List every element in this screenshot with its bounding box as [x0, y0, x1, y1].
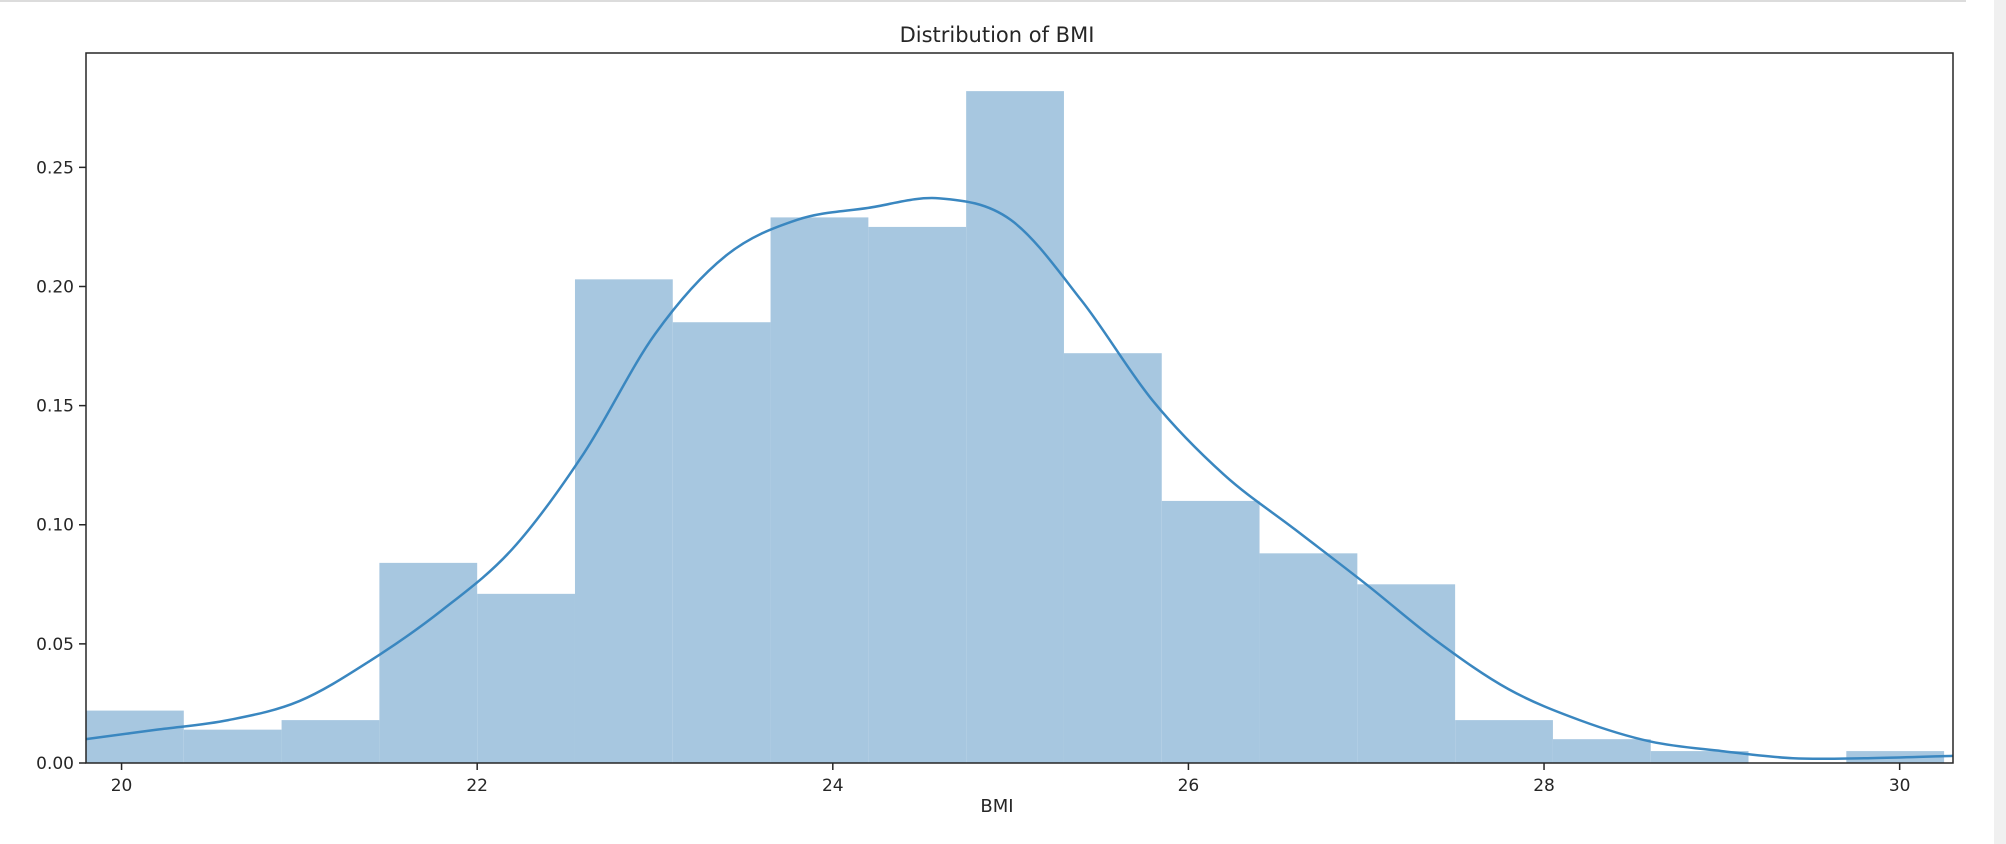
- histogram-bar: [1259, 553, 1358, 763]
- y-tick-label: 0.00: [36, 754, 74, 774]
- histogram-bar: [868, 226, 967, 764]
- x-tick-label: 26: [1178, 776, 1200, 796]
- plot-frame: [85, 52, 1954, 764]
- x-axis-ticks: 20 22 24 26 28 30: [111, 763, 1911, 796]
- histogram-bar: [1357, 584, 1456, 763]
- scrollbar-track[interactable]: [1994, 0, 2006, 844]
- histogram-bar: [1650, 751, 1749, 763]
- histogram-bars: [86, 91, 1945, 764]
- x-tick-label: 24: [822, 776, 844, 796]
- y-tick-label: 0.10: [36, 516, 74, 536]
- x-tick-label: 20: [111, 776, 133, 796]
- y-tick-label: 0.05: [36, 635, 74, 655]
- histogram-bar: [1552, 739, 1651, 763]
- histogram-bar: [1161, 500, 1260, 763]
- x-tick-label: 30: [1889, 776, 1911, 796]
- y-tick-label: 0.25: [36, 158, 74, 178]
- chart-title: Distribution of BMI: [900, 23, 1095, 47]
- histogram-bar: [672, 322, 771, 763]
- kde-curve: [85, 196, 1954, 761]
- x-axis-label: BMI: [980, 796, 1013, 817]
- x-tick-label: 22: [466, 776, 488, 796]
- top-divider: [0, 0, 1966, 2]
- histogram-bar: [966, 91, 1064, 764]
- x-tick-label: 28: [1533, 776, 1555, 796]
- y-axis-ticks: 0.00 0.05 0.10 0.15 0.20 0.25: [36, 158, 86, 774]
- histogram-bar: [1455, 720, 1553, 763]
- histogram-bar: [281, 720, 380, 763]
- y-tick-label: 0.15: [36, 397, 74, 417]
- histogram-bar: [770, 217, 869, 763]
- y-tick-label: 0.20: [36, 277, 74, 297]
- histogram-bar: [183, 729, 282, 763]
- histogram-bar: [574, 279, 673, 763]
- histogram-bar: [1063, 353, 1162, 763]
- histogram-bar: [477, 593, 575, 763]
